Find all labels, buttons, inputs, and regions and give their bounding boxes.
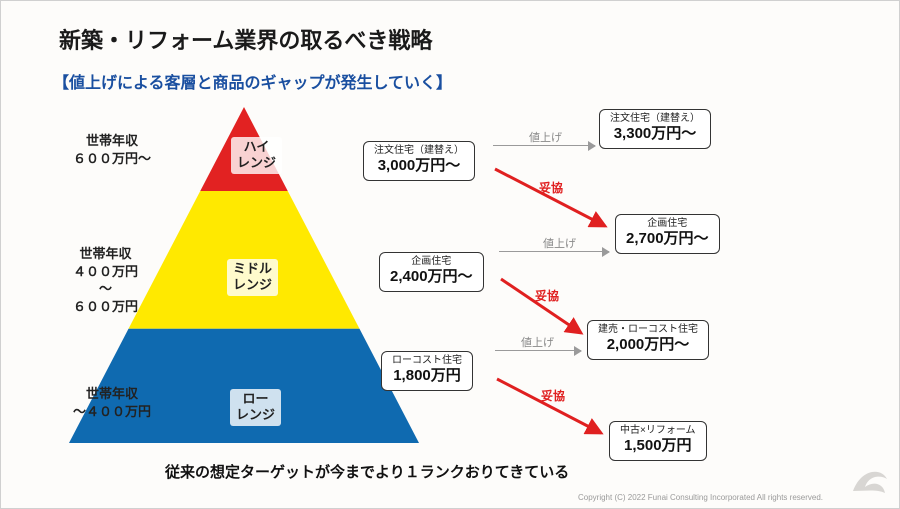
box-value: 2,400万円～ (390, 268, 473, 286)
footnote-text: 従来の想定ターゲットが今までより１ランクおりてきている (165, 461, 569, 482)
income-label-2: 世帯年収 ～４００万円 (73, 385, 151, 420)
price-box-right-rb0: 注文住宅（建替え）3,300万円～ (599, 109, 711, 149)
box-title: ローコスト住宅 (392, 355, 462, 367)
box-value: 3,300万円～ (610, 125, 700, 143)
income-label-1: 世帯年収 ４００万円 ～ ６００万円 (73, 245, 138, 315)
box-title: 企画住宅 (626, 218, 709, 230)
arrow-compromise-2 (485, 367, 613, 445)
pyramid-label-high: ハイ レンジ (231, 137, 282, 174)
box-title: 建売・ローコスト住宅 (598, 324, 698, 336)
income-label-0: 世帯年収 ６００万円～ (73, 132, 151, 167)
box-title: 注文住宅（建替え） (610, 113, 700, 125)
arrow-compromise-0 (483, 157, 617, 238)
arrow-price-increase-1 (499, 251, 609, 252)
company-logo (847, 457, 891, 501)
arrow-price-increase-2 (495, 350, 581, 351)
arrow-price-increase-0 (493, 145, 595, 146)
arrow-compromise-label-1: 妥協 (535, 287, 559, 304)
price-box-right-rb3: 中古×リフォーム1,500万円 (609, 421, 707, 461)
price-box-left-lb0: 注文住宅（建替え）3,000万円～ (363, 141, 475, 181)
arrow-price-increase-label-0: 値上げ (529, 129, 562, 145)
price-box-left-lb1: 企画住宅2,400万円～ (379, 252, 484, 292)
box-value: 1,500万円 (620, 437, 696, 455)
arrow-compromise-label-0: 妥協 (539, 179, 563, 196)
box-title: 注文住宅（建替え） (374, 145, 464, 157)
price-box-right-rb2: 建売・ローコスト住宅2,000万円～ (587, 320, 709, 360)
pyramid-label-middle: ミドル レンジ (227, 259, 278, 296)
copyright: Copyright (C) 2022 Funai Consulting Inco… (578, 493, 823, 502)
price-box-right-rb1: 企画住宅2,700万円～ (615, 214, 720, 254)
box-value: 1,800万円 (392, 367, 462, 385)
arrow-compromise-label-2: 妥協 (541, 387, 565, 404)
box-title: 中古×リフォーム (620, 425, 696, 437)
pyramid-label-low: ロー レンジ (230, 389, 281, 426)
box-value: 3,000万円～ (374, 157, 464, 175)
arrow-compromise-1 (489, 267, 593, 345)
price-box-left-lb2: ローコスト住宅1,800万円 (381, 351, 473, 391)
box-value: 2,700万円～ (626, 230, 709, 248)
box-title: 企画住宅 (390, 256, 473, 268)
box-value: 2,000万円～ (598, 336, 698, 354)
